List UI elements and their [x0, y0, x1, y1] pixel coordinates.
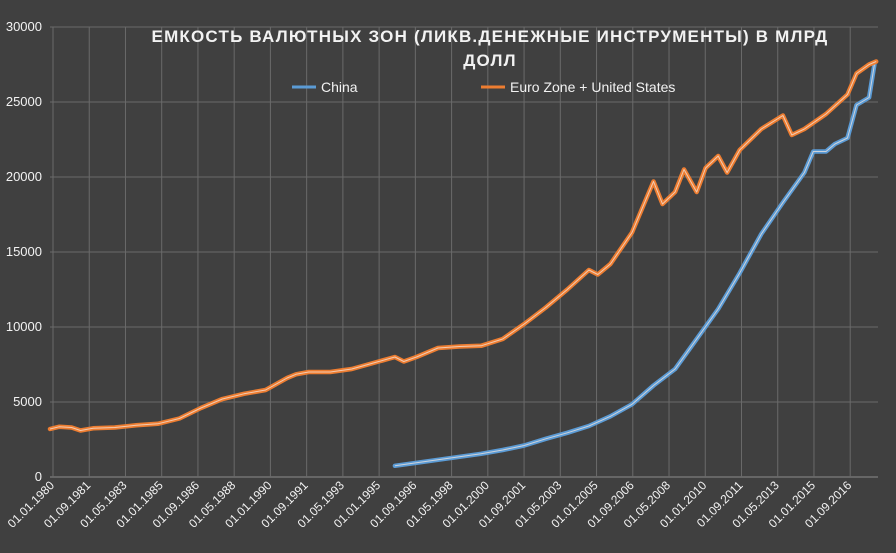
chart-title-line-1: ЕМКОСТЬ ВАЛЮТНЫХ ЗОН (ЛИКВ.ДЕНЕЖНЫЕ ИНСТ…	[152, 27, 829, 46]
x-axis-ticks: 01.01.198001.09.198101.05.198301.01.1985…	[5, 478, 855, 531]
series-line-highlight-0	[394, 64, 875, 467]
legend-item-china[interactable]: China	[292, 79, 358, 95]
series-line-highlight-1	[49, 61, 877, 431]
y-tick-label: 0	[35, 469, 42, 484]
legend-label-eurozone-us: Euro Zone + United States	[510, 79, 675, 95]
legend: China Euro Zone + United States	[292, 79, 675, 95]
series-layer	[47, 59, 879, 469]
legend-label-china: China	[321, 79, 358, 95]
y-tick-label: 5000	[13, 394, 42, 409]
y-tick-label: 25000	[6, 94, 42, 109]
y-axis-ticks: 0 5000 10000 15000 20000 25000 30000	[6, 19, 42, 484]
chart-title-line-2: ДОЛЛ	[463, 51, 517, 70]
legend-item-eurozone-us[interactable]: Euro Zone + United States	[481, 79, 675, 95]
y-tick-label: 30000	[6, 19, 42, 34]
series-line-0	[392, 62, 877, 469]
grid-layer	[50, 26, 878, 478]
y-tick-label: 15000	[6, 244, 42, 259]
y-tick-label: 20000	[6, 169, 42, 184]
y-tick-label: 10000	[6, 319, 42, 334]
